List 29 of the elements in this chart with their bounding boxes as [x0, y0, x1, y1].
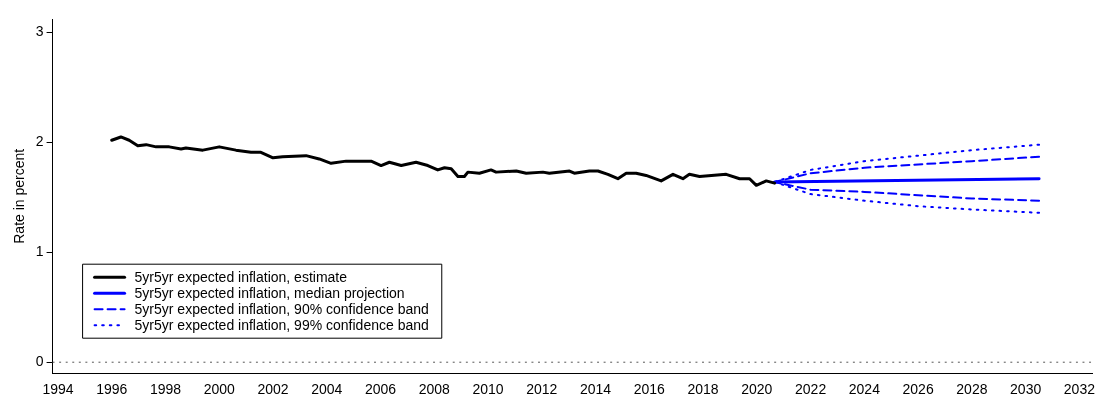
x-tick-label: 2032: [1063, 381, 1096, 398]
x-tick-label: 2020: [741, 381, 773, 398]
y-axis-title: Rate in percent: [11, 148, 28, 244]
y-tick-label: 1: [35, 243, 44, 260]
x-tick-label: 2026: [902, 381, 934, 398]
legend-label: 5yr5yr expected inflation, median projection: [134, 285, 405, 302]
x-tick-label: 2006: [364, 381, 397, 398]
x-tick-label: 2014: [579, 381, 612, 398]
x-tick-label: 2024: [848, 381, 881, 398]
x-tick-label: 2028: [956, 381, 988, 398]
x-tick-label: 2008: [418, 381, 451, 398]
legend-label: 5yr5yr expected inflation, 99% confidence band: [134, 317, 429, 334]
x-tick-label: 1994: [42, 381, 74, 398]
x-tick-label: 2002: [257, 381, 289, 398]
x-tick-label: 2022: [795, 381, 827, 398]
x-tick-label: 1996: [96, 381, 128, 398]
x-tick-label: 2004: [311, 381, 343, 398]
y-tick-label: 3: [35, 23, 44, 40]
x-tick-label: 2030: [1010, 381, 1042, 398]
legend-label: 5yr5yr expected inflation, estimate: [134, 269, 348, 286]
x-tick-label: 2016: [633, 381, 666, 398]
x-tick-label: 2012: [526, 381, 558, 398]
y-tick-label: 0: [35, 353, 44, 370]
legend-label: 5yr5yr expected inflation, 90% confidence band: [134, 301, 429, 318]
x-tick-label: 2018: [687, 381, 719, 398]
y-tick-label: 2: [35, 133, 44, 150]
x-tick-label: 2010: [472, 381, 504, 398]
x-tick-label: 1998: [149, 381, 182, 398]
x-tick-label: 2000: [203, 381, 236, 398]
